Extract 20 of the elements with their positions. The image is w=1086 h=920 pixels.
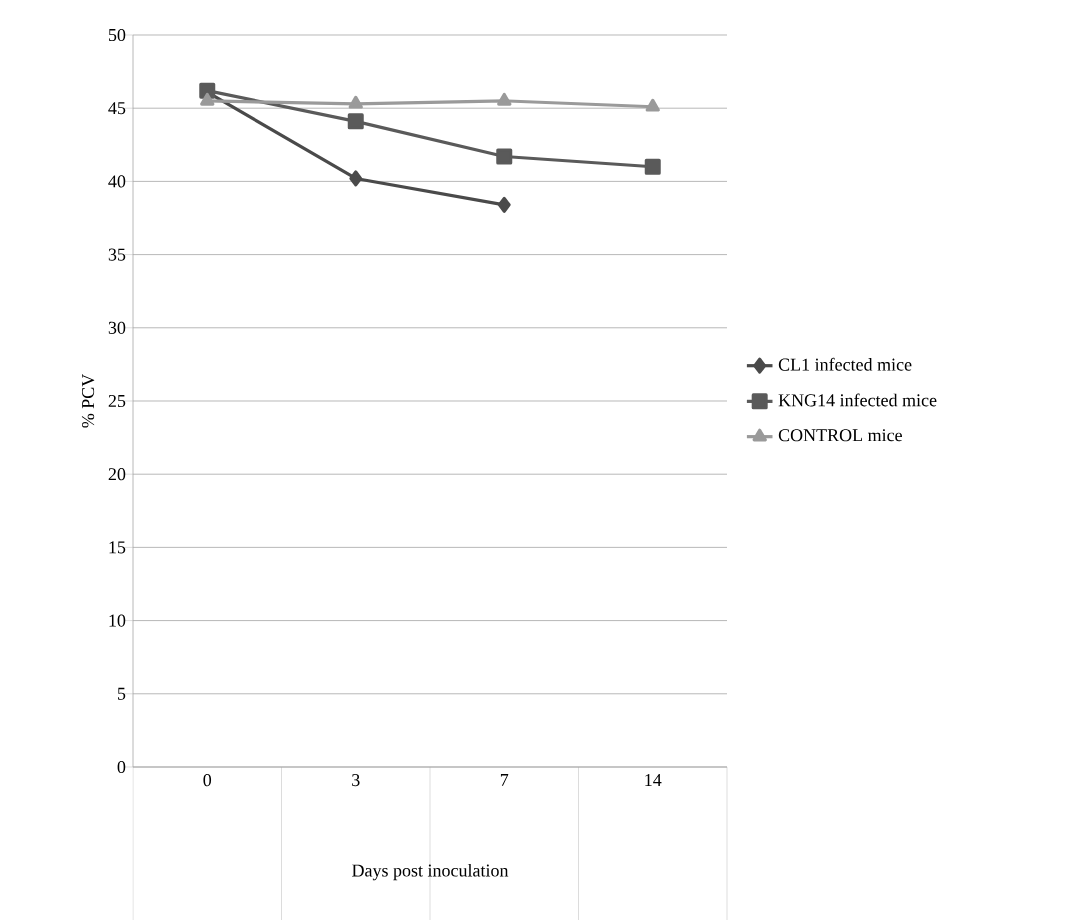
y-tick-label: 20	[108, 468, 126, 481]
y-tick-label: 15	[109, 541, 126, 554]
x-tick-label: 0	[203, 774, 212, 787]
x-tick-label: 14	[645, 774, 662, 786]
y-tick-label: 10	[109, 614, 126, 627]
x-tick-label: 7	[500, 774, 509, 786]
y-tick-label: 0	[117, 760, 126, 774]
y-tick-label: 45	[108, 102, 126, 115]
y-tick-label: 25	[108, 394, 126, 408]
legend-label: CL1 infected mice	[778, 357, 912, 371]
x-tick-label: 3	[352, 774, 360, 787]
y-tick-label: 35	[108, 248, 126, 261]
y-tick-label: 40	[108, 175, 126, 188]
y-tick-label: 50	[108, 28, 126, 42]
legend-label: CONTROL mice	[778, 429, 902, 442]
legend-label: KNG14 infected mice	[778, 393, 937, 407]
y-tick-label: 5	[117, 687, 126, 700]
x-axis-title: Days post inoculation	[352, 863, 509, 881]
y-axis-title: % PCV	[81, 373, 95, 428]
y-tick-label: 30	[108, 321, 126, 334]
